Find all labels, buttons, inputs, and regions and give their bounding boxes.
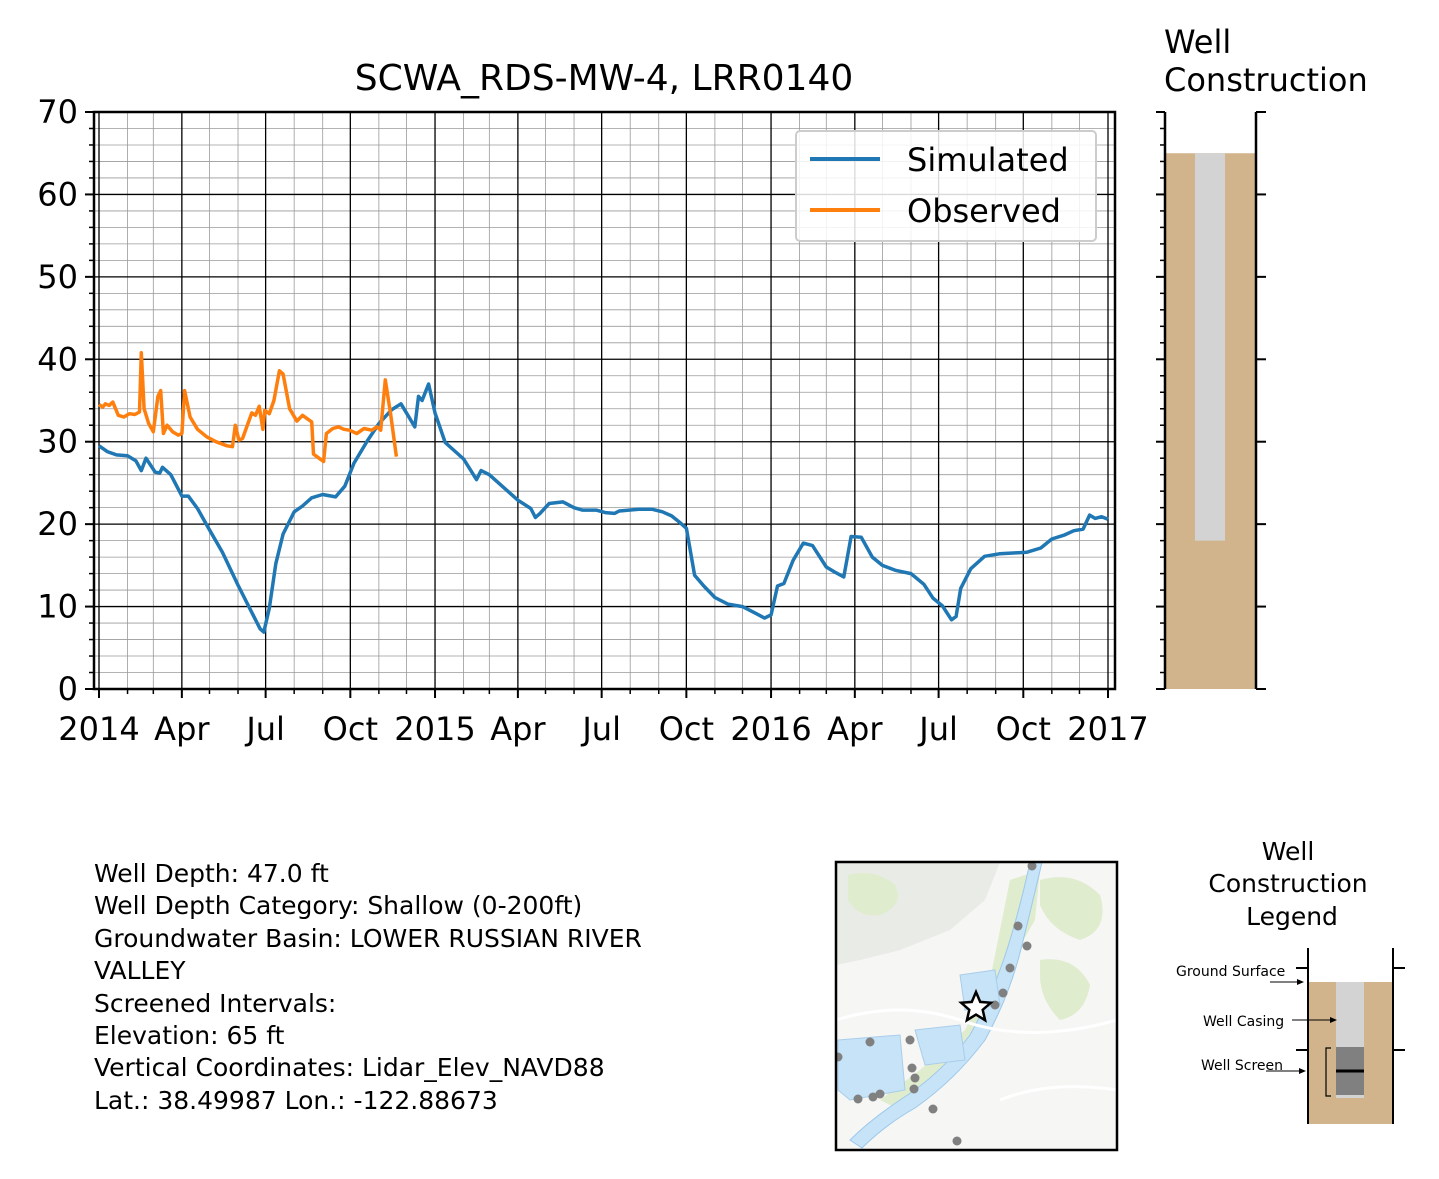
- map-road: [999, 1085, 1117, 1102]
- y-tick-label: 20: [37, 505, 78, 543]
- x-tick-label: 2014: [58, 710, 139, 748]
- chart-title: SCWA_RDS-MW-4, LRR0140: [355, 58, 854, 99]
- map-vegetation-patch: [1040, 959, 1090, 1020]
- legend-arrowhead: [1299, 1068, 1306, 1074]
- y-axis: 0 10 20 30 40 50 60 70: [37, 93, 94, 708]
- well-casing-column: [1195, 153, 1225, 541]
- well-legend-title-line-1: Well: [1262, 837, 1315, 866]
- map-well-point: [907, 1063, 917, 1073]
- well-construction-panel: Well Construction: [1156, 23, 1368, 690]
- map-well-point: [928, 1104, 938, 1114]
- well-info-block: Well Depth: 47.0 ft Well Depth Category:…: [94, 858, 734, 1117]
- x-tick-label: Jul: [580, 710, 621, 748]
- chart-legend: Simulated Observed: [795, 130, 1097, 242]
- map-vegetation-patch: [1040, 877, 1103, 940]
- well-legend-title-line-2: Construction: [1208, 869, 1367, 898]
- map-vegetation-patch: [848, 872, 898, 916]
- map-frame: [834, 860, 1119, 1152]
- legend-arrowhead: [1330, 1017, 1337, 1023]
- well-legend-title: Well Construction Legend: [1208, 837, 1375, 931]
- y-tick-label: 0: [58, 670, 78, 708]
- info-depth-category: Well Depth Category: Shallow (0-200ft): [94, 891, 583, 921]
- x-tick-label: Oct: [323, 710, 378, 748]
- info-groundwater-basin: Groundwater Basin: LOWER RUSSIAN RIVER V…: [94, 923, 642, 986]
- x-tick-label: 2015: [394, 710, 475, 748]
- map-well-point: [952, 1136, 962, 1146]
- y-tick-label: 30: [37, 423, 78, 461]
- series-layer: [97, 350, 1109, 634]
- map-well-point: [1022, 941, 1032, 951]
- info-screened-intervals: Screened Intervals:: [94, 988, 337, 1018]
- legend-label-observed: Observed: [907, 192, 1061, 230]
- x-tick-label: 2016: [730, 710, 811, 748]
- map-well-point: [998, 988, 1008, 998]
- well-legend-title-line-3: Legend: [1246, 902, 1338, 931]
- map-river: [849, 862, 1043, 1149]
- series-line-observed: [98, 350, 399, 464]
- map-pond: [914, 1024, 966, 1066]
- y-tick-label: 60: [37, 175, 78, 213]
- map-well-points: [836, 862, 1037, 1146]
- map-well-point: [868, 1092, 878, 1102]
- info-lat-lon: Lat.: 38.49987 Lon.: -122.88673: [94, 1085, 498, 1115]
- map-well-point: [909, 1084, 919, 1094]
- x-tick-label: Oct: [659, 710, 714, 748]
- well-panel-title-line-1: Well: [1164, 23, 1231, 61]
- x-tick-label: Oct: [996, 710, 1051, 748]
- x-tick-label: Jul: [244, 710, 285, 748]
- map-well-point: [853, 1094, 863, 1104]
- x-tick-label: Apr: [154, 710, 210, 748]
- star-icon: [958, 988, 994, 1023]
- x-axis: 2014 Apr Jul Oct 2015 Apr Jul Oct 2016 Apr Jul Oct 2…: [58, 689, 1149, 748]
- y-tick-label: 10: [37, 588, 78, 626]
- hydrograph-chart: SCWA_RDS-MW-4, LRR0140 0 10 20 30 40 50 60 70 2…: [37, 58, 1148, 748]
- well-panel-title: Well Construction: [1164, 23, 1368, 99]
- x-tick-label: Apr: [827, 710, 883, 748]
- location-map: [834, 860, 1119, 1152]
- map-well-point: [1005, 963, 1015, 973]
- map-vegetation-patch: [880, 870, 1040, 1110]
- x-tick-label: 2017: [1067, 710, 1148, 748]
- x-tick-label: Jul: [917, 710, 958, 748]
- series-line-simulated: [97, 382, 1109, 634]
- map-well-point: [836, 1052, 843, 1062]
- info-vertical-coordinates: Vertical Coordinates: Lidar_Elev_NAVD88: [94, 1053, 605, 1083]
- well-panel-title-line-2: Construction: [1164, 61, 1368, 99]
- legend-casing-label: Well Casing: [1203, 1014, 1284, 1030]
- legend-screen-label: Well Screen: [1201, 1058, 1283, 1074]
- y-tick-label: 40: [37, 340, 78, 378]
- info-elevation: Elevation: 65 ft: [94, 1021, 285, 1051]
- legend-screen-bracket: [1325, 1047, 1331, 1097]
- well-legend-diagram: Well Construction Legend Ground Surface …: [1176, 837, 1405, 1124]
- y-tick-label: 50: [37, 258, 78, 296]
- legend-label-simulated: Simulated: [907, 141, 1069, 179]
- map-well-point: [865, 1037, 875, 1047]
- map-well-point: [875, 1089, 885, 1099]
- legend-arrowhead: [1297, 979, 1304, 985]
- map-well-point: [905, 1035, 915, 1045]
- y-tick-label: 70: [37, 93, 78, 131]
- legend-ground-label: Ground Surface: [1176, 964, 1285, 980]
- map-pond: [959, 969, 1001, 1011]
- info-well-depth: Well Depth: 47.0 ft: [94, 859, 329, 888]
- well-panel-ticks: [1156, 111, 1266, 690]
- map-road: [836, 1008, 1117, 1034]
- map-well-point: [1027, 862, 1037, 871]
- x-tick-label: Apr: [490, 710, 546, 748]
- map-well-point: [910, 1073, 920, 1083]
- plot-frame: [92, 110, 1117, 691]
- map-well-point: [1013, 921, 1023, 931]
